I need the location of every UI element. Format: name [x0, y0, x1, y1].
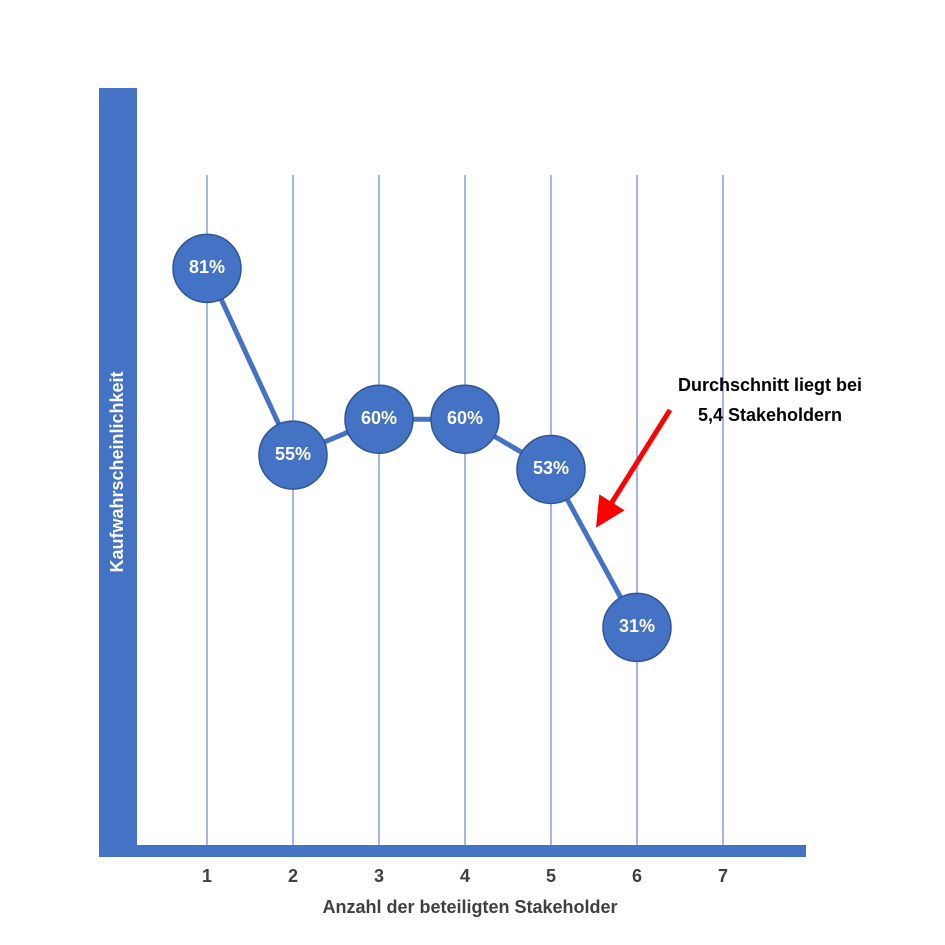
marker	[258, 420, 328, 490]
x-axis-label: Anzahl der beteiligten Stakeholder	[322, 897, 617, 917]
x-tick-label: 5	[546, 866, 556, 886]
annotation: 5,4 Stakeholdern	[698, 405, 842, 425]
marker	[172, 233, 242, 304]
annotation-arrow	[596, 408, 673, 528]
marker	[602, 592, 672, 663]
x-axis-bar	[99, 845, 806, 857]
y-axis-bar	[99, 88, 137, 857]
data-label: 55%	[275, 444, 311, 464]
data-label: 60%	[361, 408, 397, 428]
marker	[344, 384, 414, 454]
data-label: 53%	[533, 458, 569, 478]
x-tick-label: 7	[718, 866, 728, 886]
grid	[206, 175, 724, 845]
marker	[430, 384, 500, 454]
data-label: 31%	[619, 616, 655, 636]
annotation: Durchschnitt liegt bei	[678, 375, 862, 395]
x-tick-label: 1	[202, 866, 212, 886]
x-tick-label: 3	[374, 866, 384, 886]
marker	[516, 434, 586, 505]
data-label: 60%	[447, 408, 483, 428]
y-axis-label: Kaufwahrscheinlichkeit	[107, 371, 127, 572]
x-tick-label: 4	[460, 866, 470, 886]
x-tick-label: 2	[288, 866, 298, 886]
x-tick-label: 6	[632, 866, 642, 886]
data-label: 81%	[189, 257, 225, 277]
